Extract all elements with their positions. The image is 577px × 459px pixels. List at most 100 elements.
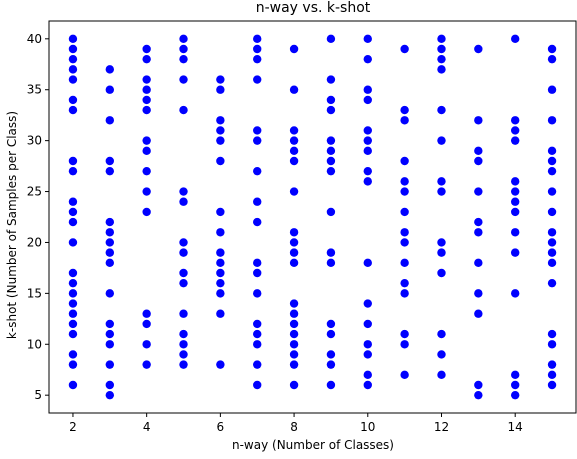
y-tick-label: 15 — [27, 286, 42, 300]
data-point — [253, 340, 262, 349]
data-point — [216, 278, 225, 288]
data-point — [400, 187, 409, 196]
data-point — [142, 146, 151, 156]
data-point — [437, 54, 446, 64]
data-point — [68, 65, 78, 74]
data-point — [68, 197, 78, 206]
y-tick-label: 10 — [27, 337, 42, 351]
data-point — [363, 258, 372, 268]
data-point — [105, 360, 115, 369]
data-point — [437, 34, 446, 44]
data-point — [216, 85, 225, 94]
data-point — [363, 146, 372, 156]
x-axis: 2 4 6 8 10 12 14 — [69, 413, 523, 434]
data-point — [253, 258, 262, 268]
data-point — [68, 380, 78, 390]
y-tick-label: 40 — [27, 32, 42, 46]
data-point — [105, 228, 115, 237]
data-point — [547, 54, 557, 64]
data-point — [363, 136, 372, 145]
data-point — [289, 85, 299, 94]
data-point — [216, 268, 225, 278]
data-point — [68, 105, 78, 115]
data-point — [253, 34, 262, 44]
data-point — [179, 75, 188, 84]
data-point — [142, 187, 151, 196]
y-axis: 5 10 15 20 25 30 35 40 — [27, 32, 49, 402]
data-point — [363, 166, 372, 176]
data-point — [179, 44, 188, 54]
data-point — [474, 116, 483, 125]
data-point — [68, 44, 78, 54]
data-point — [547, 248, 557, 257]
data-point — [105, 166, 115, 176]
data-point — [326, 207, 336, 217]
data-point — [68, 34, 78, 44]
data-point — [474, 289, 483, 298]
y-tick-label: 30 — [27, 134, 42, 148]
data-point — [105, 319, 115, 329]
y-tick-label: 5 — [34, 388, 42, 402]
y-tick-label: 25 — [27, 185, 42, 199]
data-point — [253, 75, 262, 84]
data-point — [142, 95, 151, 105]
data-point — [142, 105, 151, 115]
data-point — [400, 156, 409, 166]
data-point — [547, 329, 557, 339]
data-point — [363, 34, 372, 44]
data-point — [437, 105, 446, 115]
x-tick-label: 12 — [434, 420, 449, 434]
data-point — [326, 350, 336, 359]
data-point — [216, 156, 225, 166]
data-point — [437, 268, 446, 278]
data-point — [547, 380, 557, 390]
data-point — [105, 340, 115, 349]
y-tick-label: 35 — [27, 83, 42, 97]
data-point — [363, 319, 372, 329]
data-point — [400, 258, 409, 268]
data-point — [216, 207, 225, 217]
data-point — [216, 228, 225, 237]
data-point — [68, 278, 78, 288]
data-point — [510, 390, 520, 400]
data-point — [142, 75, 151, 84]
data-point — [326, 248, 336, 257]
data-point — [289, 340, 299, 349]
data-point — [326, 380, 336, 390]
data-point — [363, 54, 372, 64]
data-point — [105, 65, 115, 74]
data-point — [326, 156, 336, 166]
data-point — [216, 136, 225, 145]
data-point — [547, 85, 557, 94]
data-point — [437, 370, 446, 380]
data-point — [474, 309, 483, 318]
data-point — [510, 248, 520, 257]
x-tick-label: 4 — [143, 420, 151, 434]
data-point — [253, 217, 262, 227]
data-point — [400, 238, 409, 247]
data-point — [474, 380, 483, 390]
data-point — [437, 44, 446, 54]
data-point — [142, 207, 151, 217]
data-point — [105, 329, 115, 339]
data-point — [326, 360, 336, 369]
chart-title: n-way vs. k-shot — [256, 0, 371, 16]
data-point — [68, 319, 78, 329]
data-point — [289, 136, 299, 145]
data-point — [326, 319, 336, 329]
data-point — [253, 360, 262, 369]
data-point — [510, 126, 520, 135]
data-point — [179, 360, 188, 369]
data-point — [142, 360, 151, 369]
data-point — [437, 177, 446, 186]
data-point — [547, 44, 557, 54]
data-point — [547, 278, 557, 288]
data-point — [142, 54, 151, 64]
data-point — [437, 136, 446, 145]
data-point — [437, 329, 446, 339]
data-point — [437, 238, 446, 247]
data-point — [105, 380, 115, 390]
data-point — [68, 309, 78, 318]
data-point — [253, 197, 262, 206]
data-point — [253, 380, 262, 390]
